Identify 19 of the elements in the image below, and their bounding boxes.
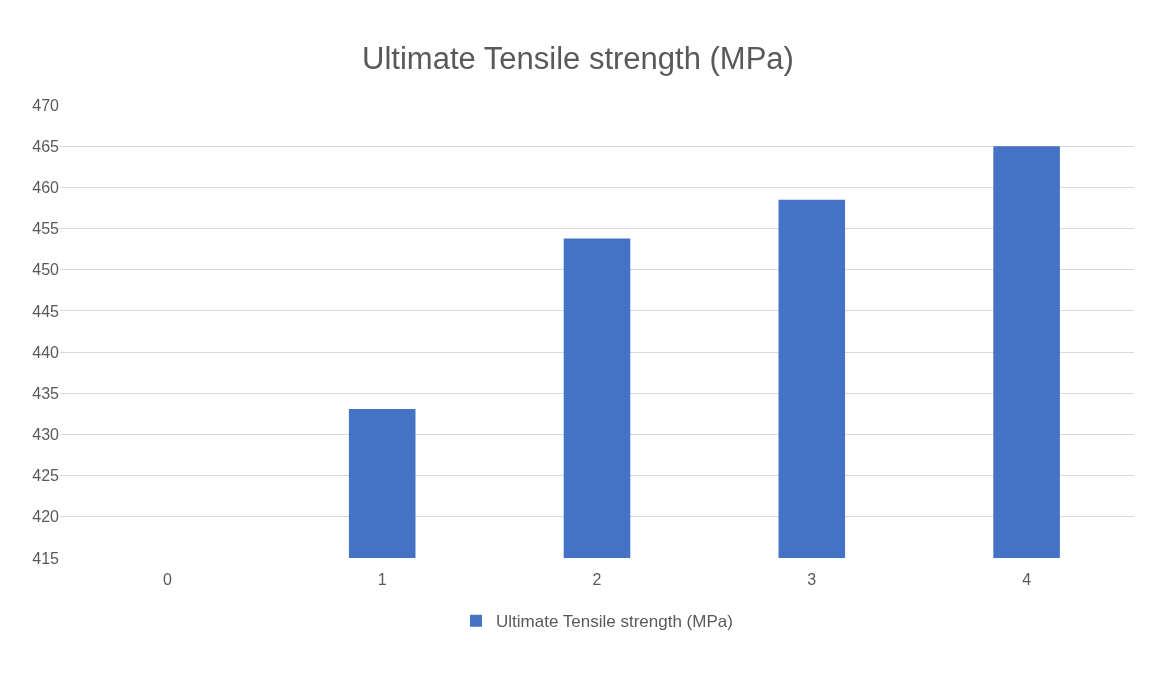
- y-tick-label: 470: [32, 96, 60, 114]
- y-tick-label: 460: [32, 178, 60, 196]
- y-tick-label: 425: [32, 467, 60, 485]
- y-tick-label: 430: [32, 426, 60, 444]
- x-tick-label: 3: [807, 571, 817, 588]
- x-tick-label: 4: [1022, 571, 1032, 588]
- x-tick-label: 2: [592, 571, 602, 588]
- y-tick-label: 445: [32, 302, 60, 320]
- y-tick-label: 465: [32, 137, 60, 155]
- y-tick-label: 435: [32, 384, 60, 402]
- y-tick-label: 415: [32, 549, 60, 567]
- y-tick-label: 455: [32, 220, 60, 238]
- legend-label: Ultimate Tensile strength (MPa): [496, 612, 733, 632]
- x-tick-label: 1: [377, 571, 387, 588]
- chart-title: Ultimate Tensile strength (MPa): [362, 40, 794, 76]
- y-tick-label: 440: [32, 343, 60, 361]
- y-tick-label: 450: [32, 261, 60, 279]
- y-tick-label: 420: [32, 508, 60, 526]
- x-tick-label: 0: [162, 571, 172, 588]
